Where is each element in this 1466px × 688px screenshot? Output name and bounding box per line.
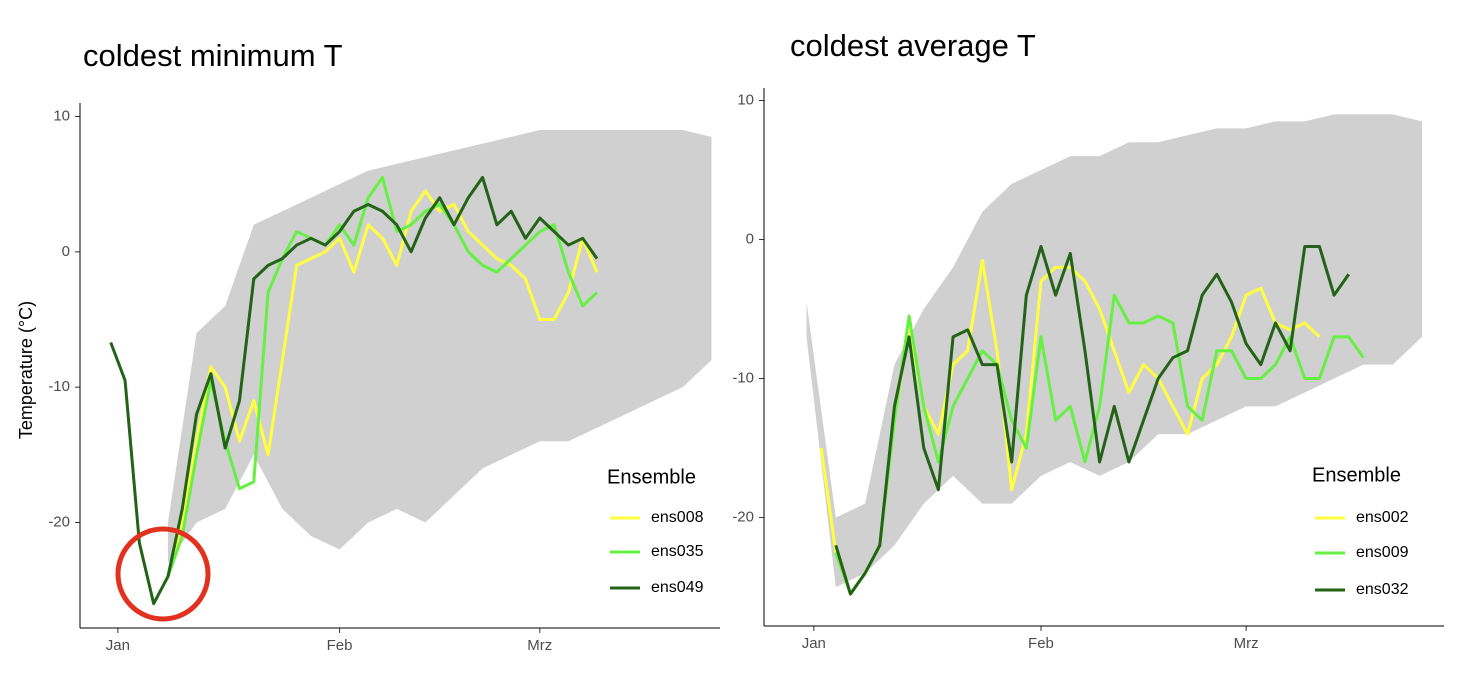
legend-title: Ensemble <box>1312 464 1401 486</box>
legend-label: ens008 <box>651 509 704 526</box>
x-tick-label: Jan <box>802 635 826 652</box>
y-tick-label: 0 <box>62 243 70 260</box>
y-tick-label: -20 <box>48 513 70 530</box>
legend-label: ens009 <box>1356 544 1409 561</box>
x-tick-label: Jan <box>106 637 130 654</box>
y-tick-label: -20 <box>732 509 754 526</box>
x-tick-label: Feb <box>327 637 353 654</box>
series-line <box>166 175 599 578</box>
x-tick-label: Mrz <box>527 637 552 654</box>
series-line <box>109 175 599 606</box>
highlight-circle <box>115 526 211 622</box>
y-tick-label: 10 <box>53 107 70 124</box>
x-tick-label: Feb <box>1028 635 1054 652</box>
legend-label: ens032 <box>1356 581 1409 598</box>
ensemble-band <box>167 130 712 564</box>
chart-title: coldest minimum T <box>83 38 343 73</box>
y-axis-label: Temperature (°C) <box>16 301 36 439</box>
legend-label: ens035 <box>651 543 704 560</box>
y-tick-label: -10 <box>48 378 70 395</box>
series-line <box>166 189 599 577</box>
y-tick-label: -10 <box>732 370 754 387</box>
legend-label: ens002 <box>1356 509 1409 526</box>
y-tick-label: 10 <box>737 91 754 108</box>
legend-title: Ensemble <box>607 466 696 488</box>
legend-label: ens049 <box>651 579 704 596</box>
series-line <box>834 293 1365 596</box>
x-tick-label: Mrz <box>1234 635 1259 652</box>
series-line <box>834 244 1350 596</box>
chart-title: coldest average T <box>790 28 1036 63</box>
y-tick-label: 0 <box>746 230 754 247</box>
